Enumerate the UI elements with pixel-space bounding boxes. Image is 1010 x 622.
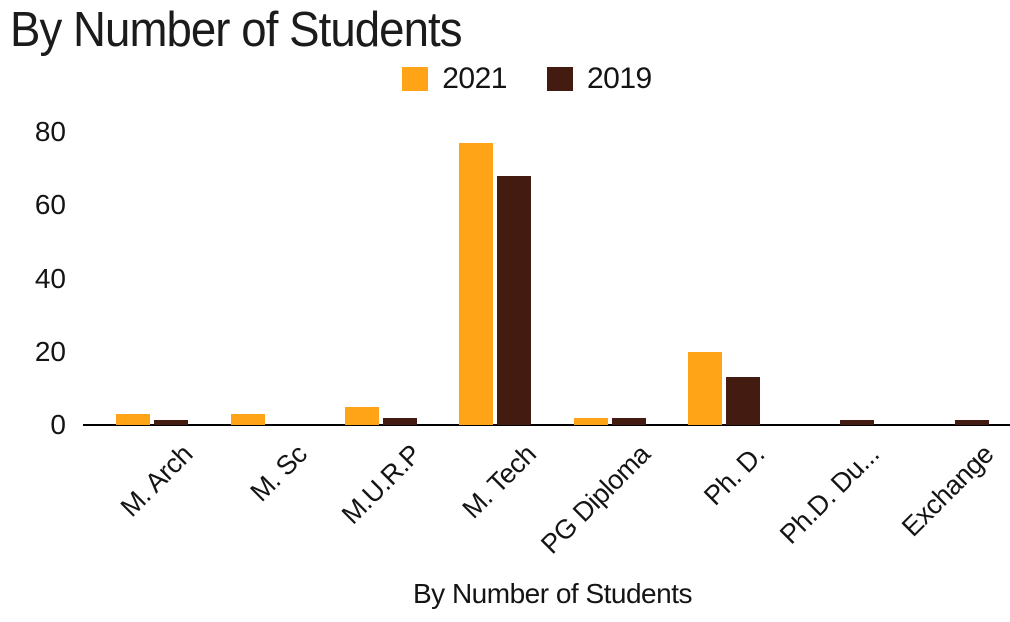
bar-pair-pg-diploma xyxy=(553,417,667,425)
legend-swatch-2021 xyxy=(402,67,429,91)
bar-group-m-tech: M. Tech xyxy=(438,132,552,524)
y-tick-label-20: 20 xyxy=(34,335,66,367)
bar-group-m-sc: M. Sc xyxy=(209,132,323,507)
bar-pair-m-sc xyxy=(209,414,323,425)
x-tick-label-ph-d: Ph. D. xyxy=(698,439,771,512)
x-tick-label-m-tech: M. Tech xyxy=(456,439,542,525)
bar-pair-ph-d xyxy=(667,351,781,425)
chart-title: By Number of Students xyxy=(10,3,463,57)
bar-2019-m-arch xyxy=(154,419,189,425)
y-tick-label-60: 60 xyxy=(34,189,66,221)
x-tick-label-m-sc: M. Sc xyxy=(244,439,313,508)
bar-2021-ph-d xyxy=(688,351,723,425)
legend-swatch-2019 xyxy=(547,67,573,91)
x-tick-label-m-arch: M. Arch xyxy=(114,439,199,523)
bar-pair-m-tech xyxy=(438,143,552,425)
x-tick-label-pg-diploma: PG Diploma xyxy=(535,439,656,560)
bar-group-exchange: Exchange xyxy=(896,132,1010,542)
bar-2021-pg-diploma xyxy=(573,417,608,425)
bar-2021-m-tech xyxy=(459,143,494,425)
bar-2019-ph-d-du xyxy=(840,419,875,425)
bar-2019-m-tech xyxy=(497,175,532,425)
bar-group-ph-d: Ph. D. xyxy=(667,132,781,511)
bar-groups: M. Arch M. Sc M.U.R.P M. Tech PG Diploma Ph. … xyxy=(95,132,1010,560)
bar-group-pg-diploma: PG Diploma xyxy=(535,132,667,560)
bar-group-ph-d-du: Ph.D. Du... xyxy=(774,132,895,550)
legend-item-2019: 2019 xyxy=(547,62,652,96)
x-axis-line xyxy=(83,424,1010,426)
y-tick-label-0: 0 xyxy=(50,409,66,440)
bar-pair-exchange xyxy=(896,419,1010,425)
bar-pair-ph-d-du xyxy=(781,419,895,425)
bar-2019-m-u-r-p xyxy=(382,417,417,425)
bar-group-m-arch: M. Arch xyxy=(95,132,209,522)
x-tick-label-m-u-r-p: M.U.R.P xyxy=(336,439,428,530)
legend-label-2019: 2019 xyxy=(587,62,652,95)
bar-2019-ph-d xyxy=(726,377,761,425)
x-tick-label-ph-d-du: Ph.D. Du... xyxy=(773,439,885,550)
bar-2019-pg-diploma xyxy=(611,417,646,425)
legend: 2021 2019 xyxy=(22,62,1010,96)
bar-2019-exchange xyxy=(954,419,989,425)
bar-group-m-u-r-p: M.U.R.P xyxy=(324,132,438,530)
bar-2021-m-sc xyxy=(230,414,265,425)
bar-pair-m-arch xyxy=(95,414,209,425)
legend-item-2021: 2021 xyxy=(402,62,507,96)
y-tick-label-40: 40 xyxy=(34,262,66,294)
bar-pair-m-u-r-p xyxy=(324,406,438,425)
y-tick-label-80: 80 xyxy=(34,116,66,147)
bar-2021-m-u-r-p xyxy=(344,406,379,425)
legend-label-2021: 2021 xyxy=(442,62,507,95)
bar-2021-m-arch xyxy=(116,414,151,425)
x-tick-label-exchange: Exchange xyxy=(895,439,1000,543)
x-axis-title: By Number of Students xyxy=(413,578,692,609)
